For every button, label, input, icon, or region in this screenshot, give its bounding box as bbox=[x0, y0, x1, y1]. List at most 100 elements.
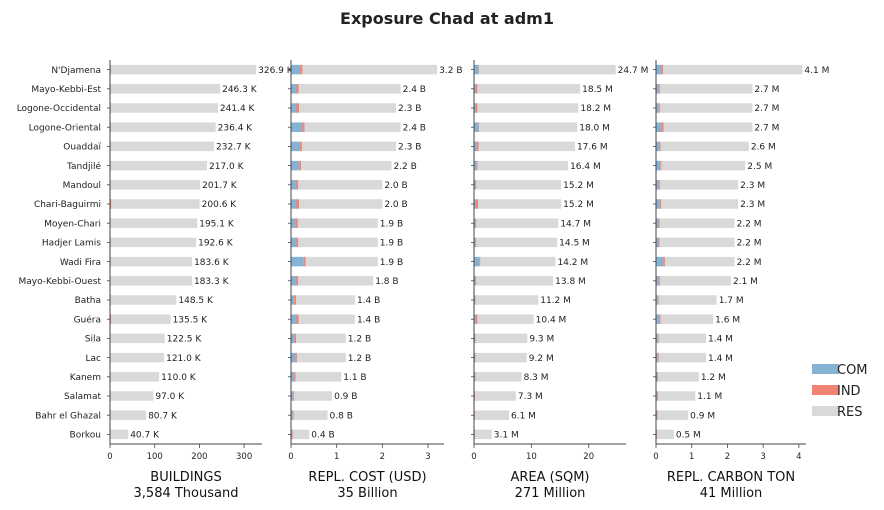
bar-ind-n-djamena bbox=[478, 64, 480, 75]
bar-res-mandoul bbox=[476, 180, 562, 190]
bar-ind-batha bbox=[475, 295, 476, 305]
value-label: 7.3 M bbox=[518, 392, 543, 402]
bar-ind-mayo-kebbi-ouest bbox=[475, 276, 477, 286]
bar-res-bahr-el-ghazal bbox=[475, 410, 509, 420]
bar-res-moyen-chari bbox=[110, 218, 198, 228]
bar-ind-borkou bbox=[291, 429, 293, 440]
bar-ind-chari-baguirmi bbox=[296, 199, 300, 209]
value-label: 17.6 M bbox=[577, 143, 608, 153]
bar-com-batha bbox=[656, 295, 658, 305]
bar-res-borkou bbox=[110, 429, 129, 440]
bar-res-lac bbox=[110, 352, 165, 363]
bar-res-logone-oriental bbox=[304, 122, 401, 132]
bar-com-mayo-kebbi-est bbox=[291, 84, 297, 94]
panel-area: 24.7 M 18.5 M 18.2 M 18.0 M 17.6 M 16.4 M 15.2… bbox=[471, 60, 648, 501]
bar-ind-guera bbox=[475, 314, 478, 324]
bar-com-lac bbox=[656, 352, 658, 363]
bar-res-salamat bbox=[658, 391, 696, 401]
legend-label-com: COM bbox=[837, 363, 868, 378]
bar-com-mayo-kebbi-est bbox=[474, 84, 476, 94]
bar-ind-guera bbox=[296, 314, 299, 324]
category-label: Chari-Baguirmi bbox=[34, 200, 101, 210]
value-label: 40.7 K bbox=[130, 431, 160, 441]
bar-res-chari-baguirmi bbox=[661, 199, 739, 209]
bar-ind-kanem bbox=[657, 372, 659, 382]
bar-res-kanem bbox=[295, 372, 342, 382]
bar-res-tandjile bbox=[661, 160, 746, 171]
bar-res-tandjile bbox=[301, 160, 392, 171]
panel-replacement-cost: 3.2 B 2.4 B 2.3 B 2.4 B 2.3 B 2.2 B 2.0 B 2.0 B… bbox=[288, 60, 463, 501]
bar-res-sila bbox=[475, 333, 528, 344]
bar-ind-logone-occidental bbox=[475, 103, 478, 113]
legend-swatch-res bbox=[812, 406, 839, 416]
bar-ind-mayo-kebbi-est bbox=[296, 84, 299, 94]
bar-res-guera bbox=[660, 314, 714, 324]
value-label: 9.2 M bbox=[529, 354, 554, 364]
bar-com-lac bbox=[291, 352, 296, 363]
value-label: 1.9 B bbox=[380, 239, 403, 249]
bar-res-sila bbox=[110, 333, 165, 344]
bar-com-tandjile bbox=[656, 160, 661, 171]
value-label: 16.4 M bbox=[570, 162, 601, 172]
bar-com-mandoul bbox=[656, 180, 659, 190]
bar-ind-ouaddai bbox=[300, 141, 302, 152]
bar-ind-wadi-fira bbox=[663, 256, 665, 267]
bar-ind-sila bbox=[475, 333, 476, 344]
panel-buildings: 326.9 K N'Djamena 246.3 K Mayo-Kebbi-Est 241… bbox=[17, 60, 294, 501]
value-label: 1.4 B bbox=[357, 315, 380, 325]
value-label: 2.0 B bbox=[384, 181, 407, 191]
x-axis-total: 35 Billion bbox=[337, 486, 397, 501]
bar-ind-mayo-kebbi-ouest bbox=[658, 276, 660, 286]
bar-ind-kanem bbox=[294, 372, 296, 382]
value-label: 2.0 B bbox=[384, 200, 407, 210]
bar-res-hadjer-lamis bbox=[110, 237, 197, 248]
value-label: 2.4 B bbox=[403, 123, 426, 133]
bar-res-hadjer-lamis bbox=[659, 237, 735, 248]
bar-res-kanem bbox=[475, 372, 522, 382]
bar-com-n-djamena bbox=[474, 64, 479, 75]
value-label: 195.1 K bbox=[199, 219, 235, 229]
value-label: 14.7 M bbox=[560, 219, 591, 229]
bar-res-mayo-kebbi-ouest bbox=[110, 276, 192, 286]
bar-com-logone-occidental bbox=[291, 103, 297, 113]
bar-ind-guera bbox=[659, 314, 661, 324]
bar-ind-moyen-chari bbox=[295, 218, 298, 228]
bar-ind-sila bbox=[294, 333, 297, 344]
bar-res-wadi-fira bbox=[480, 256, 556, 267]
value-label: 1.4 B bbox=[357, 296, 380, 306]
value-label: 236.4 K bbox=[218, 123, 254, 133]
bar-res-tandjile bbox=[477, 160, 569, 171]
category-label: Salamat bbox=[64, 392, 102, 402]
bar-com-mayo-kebbi-ouest bbox=[474, 276, 476, 286]
value-label: 1.9 B bbox=[380, 219, 403, 229]
value-label: 8.3 M bbox=[524, 373, 549, 383]
value-label: 2.2 B bbox=[393, 162, 416, 172]
bar-res-wadi-fira bbox=[305, 256, 378, 267]
bar-com-n-djamena bbox=[656, 64, 662, 75]
value-label: 11.2 M bbox=[540, 296, 571, 306]
value-label: 2.4 B bbox=[403, 85, 426, 95]
value-label: 6.1 M bbox=[511, 411, 536, 421]
bar-ind-bahr-el-ghazal bbox=[474, 410, 476, 420]
value-label: 4.1 M bbox=[804, 66, 829, 76]
value-label: 1.7 M bbox=[719, 296, 744, 306]
x-tick-label: 0 bbox=[653, 452, 658, 462]
value-label: 0.9 M bbox=[690, 411, 715, 421]
bar-com-ouaddai bbox=[656, 141, 660, 152]
bar-ind-chari-baguirmi bbox=[475, 199, 479, 209]
bar-com-guera bbox=[656, 314, 660, 324]
bar-com-ouaddai bbox=[474, 141, 477, 152]
value-label: 2.3 B bbox=[398, 143, 421, 153]
value-label: 0.8 B bbox=[330, 411, 353, 421]
bar-com-hadjer-lamis bbox=[656, 237, 659, 248]
x-axis-total: 41 Million bbox=[700, 486, 763, 501]
value-label: 2.2 M bbox=[737, 239, 762, 249]
bar-ind-lac bbox=[475, 352, 476, 363]
x-tick-label: 0 bbox=[288, 452, 293, 462]
bar-res-ouaddai bbox=[110, 141, 215, 152]
bar-com-wadi-fira bbox=[291, 256, 304, 267]
bar-res-hadjer-lamis bbox=[298, 237, 378, 248]
bar-com-guera bbox=[474, 314, 476, 324]
bar-ind-mayo-kebbi-est bbox=[658, 84, 660, 94]
value-label: 14.2 M bbox=[557, 258, 588, 268]
